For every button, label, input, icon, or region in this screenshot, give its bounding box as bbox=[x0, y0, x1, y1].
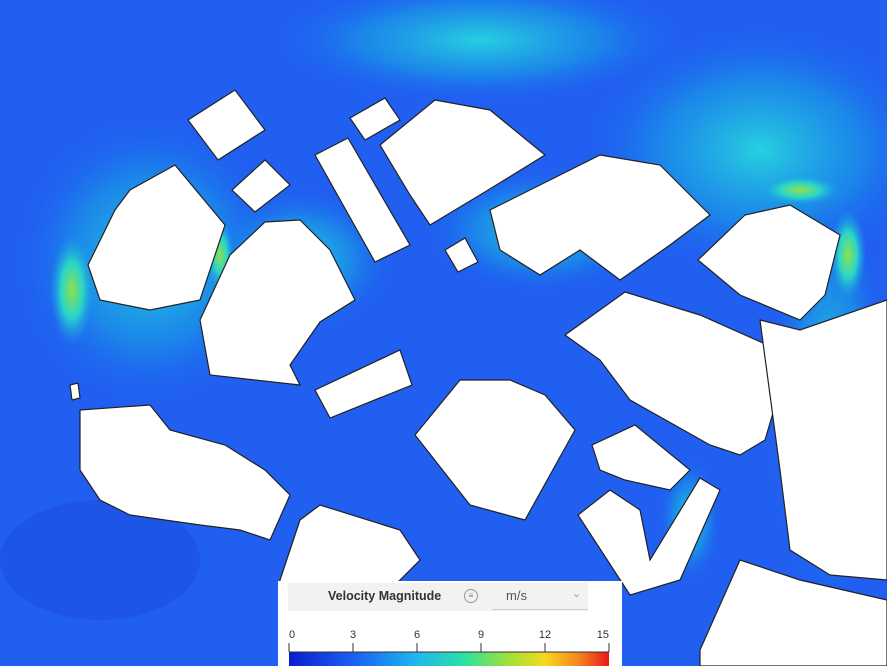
screen: Velocity Magnitude ≡ m/s ⌄ 03691215 bbox=[0, 0, 887, 666]
tick-label: 3 bbox=[350, 629, 356, 641]
flow-region bbox=[760, 175, 840, 205]
tick-label: 0 bbox=[289, 629, 295, 641]
flow-region bbox=[50, 235, 94, 345]
tick-label: 9 bbox=[478, 629, 484, 641]
simulation-view bbox=[0, 0, 887, 666]
colorbar: 0 3 6 9 12 15 bbox=[278, 581, 622, 666]
colorbar-gradient bbox=[289, 652, 609, 666]
tick-label: 6 bbox=[414, 629, 420, 641]
tick-label: 12 bbox=[539, 629, 551, 641]
tick-label: 15 bbox=[597, 629, 609, 641]
